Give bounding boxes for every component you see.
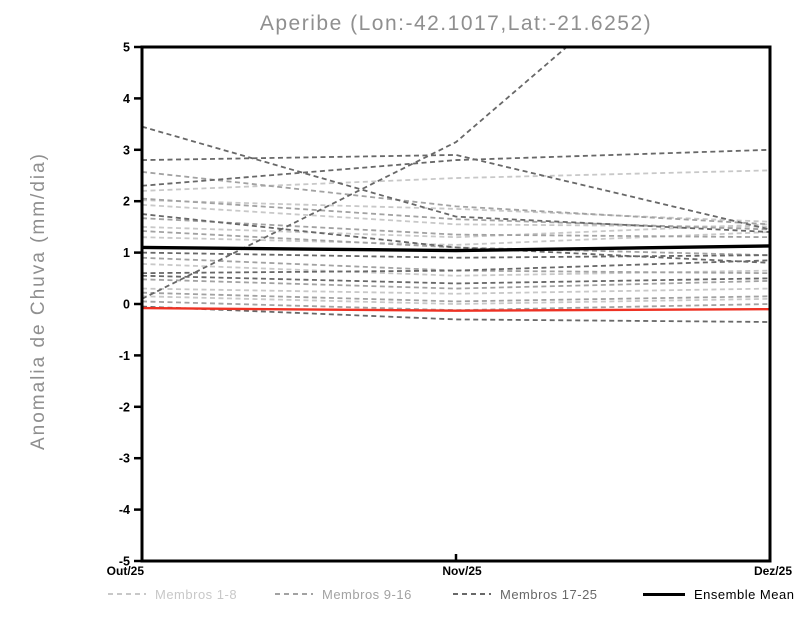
- ensemble-member-line: [142, 300, 770, 312]
- ensemble-member-line: [142, 278, 770, 290]
- ensemble-member-line: [142, 251, 770, 259]
- dashed-line-sample-light: [108, 593, 146, 595]
- ensemble-member-line: [142, 217, 770, 239]
- ensemble-mean-line: [142, 244, 770, 253]
- ensemble-member-line: [142, 213, 770, 264]
- legend-item-membros-1-8: Membros 1-8: [108, 585, 237, 603]
- ensemble-member-line: [142, 274, 770, 285]
- legend-item-membros-9-16: Membros 9-16: [275, 585, 412, 603]
- legend-item-label: Membros 1-8: [155, 586, 238, 602]
- y-tick-label: 0: [123, 298, 130, 312]
- ensemble-member-line: [142, 230, 770, 257]
- y-tick-label: 3: [123, 143, 130, 157]
- legend-item-membros-17-25: Membros 17-25: [453, 585, 598, 603]
- ensemble-member-line: [142, 287, 770, 295]
- ensemble-member-line: [142, 169, 770, 192]
- legend-item-label: Membros 9-16: [322, 586, 412, 602]
- ensemble-member-line: [142, 125, 770, 233]
- ensemble-member-line: [142, 231, 770, 246]
- ensemble-member-line: [142, 47, 569, 300]
- y-tick-label: 1: [123, 246, 130, 260]
- y-tick-label: -5: [119, 555, 130, 569]
- y-tick-label: 4: [123, 92, 130, 106]
- members-group: [142, 47, 770, 323]
- ensemble-member-line: [142, 256, 770, 275]
- legend-item-ensemble-mean: Ensemble Mean: [643, 585, 794, 603]
- y-tick-label: -2: [119, 400, 130, 414]
- ensemble-member-line: [142, 263, 770, 277]
- ensemble-member-line: [142, 197, 770, 231]
- x-tick-label: Dez/25: [754, 564, 792, 578]
- ensemble-member-line: [142, 305, 770, 323]
- dashed-line-sample-dark: [453, 593, 491, 595]
- y-tick-label: -3: [119, 452, 130, 466]
- ensemble-member-line: [142, 295, 770, 305]
- ensemble-member-line: [142, 171, 770, 226]
- chart-title: Aperibe (Lon:-42.1017,Lat:-21.6252): [259, 12, 653, 35]
- y-tick-label: -4: [119, 503, 130, 517]
- dashed-line-sample-medium: [275, 593, 313, 595]
- ensemble-member-line: [142, 291, 770, 303]
- ensemble-member-line: [142, 223, 770, 239]
- x-tick-label: Nov/25: [442, 564, 482, 578]
- reference-line-red: [142, 306, 770, 312]
- ensemble-member-line: [142, 154, 770, 231]
- legend: Membros 1-8 Membros 9-16 Membros 17-25 E…: [0, 585, 800, 605]
- x-tick-label: Out/25: [107, 564, 145, 578]
- ensemble-member-line: [142, 259, 770, 275]
- ensemble-member-line: [142, 148, 770, 187]
- y-tick-label: 2: [123, 195, 130, 209]
- ensemble-member-line: [142, 203, 770, 228]
- y-tick-label: 5: [123, 41, 130, 55]
- legend-item-label: Ensemble Mean: [694, 586, 795, 602]
- legend-item-label: Membros 17-25: [500, 586, 598, 602]
- y-tick-label: -1: [119, 349, 130, 363]
- solid-line-sample-black: [643, 592, 685, 596]
- ensemble-member-line: [142, 199, 770, 223]
